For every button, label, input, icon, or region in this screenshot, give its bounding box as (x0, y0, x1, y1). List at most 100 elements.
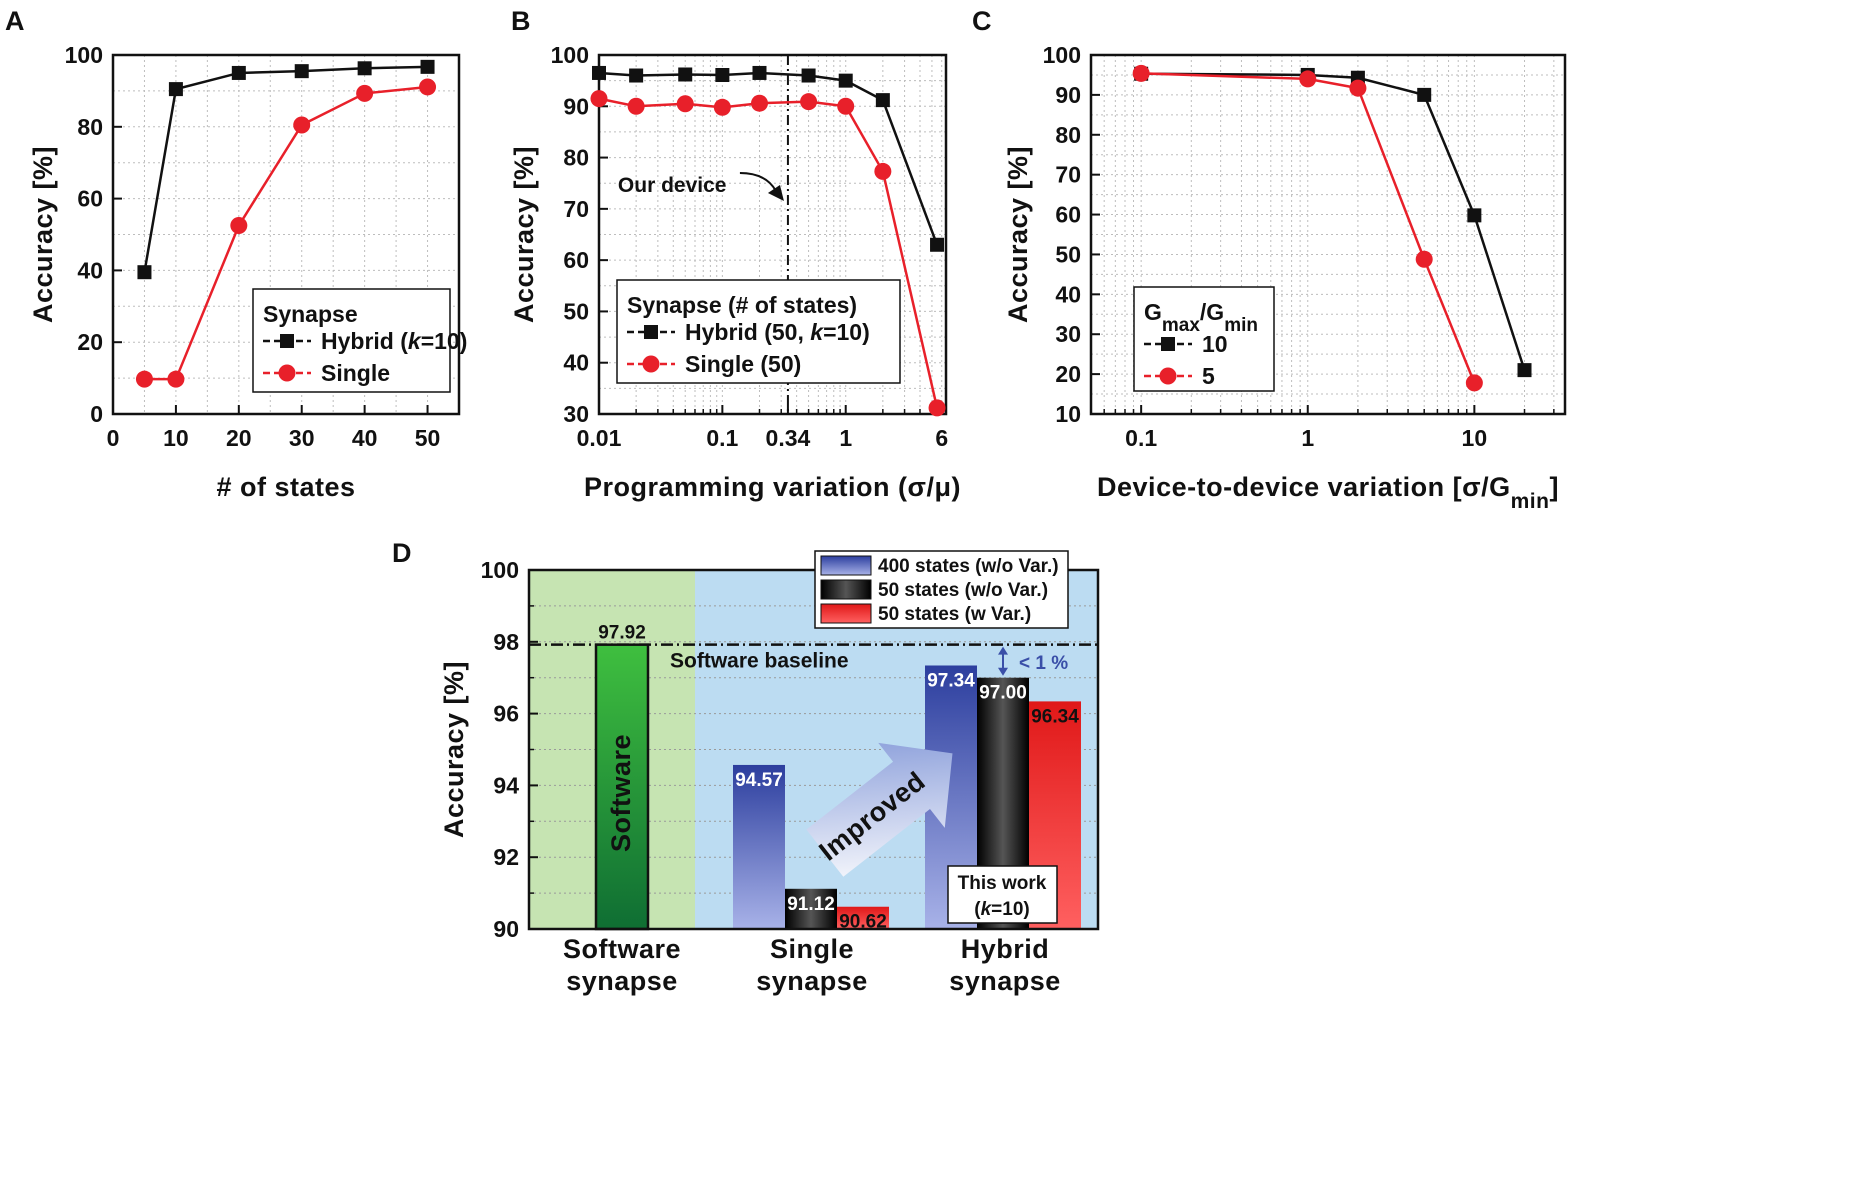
legend-label-0: 10 (1202, 331, 1228, 357)
y-tick-label: 10 (1055, 401, 1081, 427)
x-tick-label: 0.1 (706, 425, 738, 451)
bar-2-1 (837, 906, 889, 929)
x-tick-label: 0.34 (766, 425, 811, 451)
y-tick-label: 70 (563, 196, 589, 222)
legend-label-0: Hybrid (50, k=10) (685, 319, 870, 345)
bar-label-0-1: 94.57 (735, 770, 783, 791)
y-tick-label: 96 (493, 701, 519, 727)
data-point (838, 73, 853, 88)
data-point (356, 84, 374, 102)
y-tick-label: 90 (563, 93, 589, 119)
software-bar (594, 643, 650, 931)
data-point (1517, 363, 1532, 378)
legend-marker-0 (1161, 337, 1175, 351)
data-point (135, 370, 153, 388)
legend-marker-1 (278, 364, 296, 382)
legend-label-2: 50 states (w Var.) (878, 604, 1031, 625)
y-tick-label: 30 (1055, 321, 1081, 347)
data-point (294, 64, 309, 79)
data-point (1415, 250, 1433, 268)
data-point (676, 95, 694, 113)
y-tick-label: 80 (1055, 122, 1081, 148)
x-tick-label: 10 (1462, 425, 1488, 451)
software-bar-label: 97.92 (598, 623, 646, 644)
category-label-line2: synapse (949, 966, 1061, 996)
bar-label-2-2: 96.34 (1031, 706, 1079, 727)
data-point (713, 98, 731, 116)
legend-title: Synapse (263, 301, 358, 327)
gap-arrow-head-up (998, 646, 1008, 655)
data-point (590, 90, 608, 108)
data-point (1299, 70, 1317, 88)
x-tick-label: 30 (289, 425, 315, 451)
data-point (357, 61, 372, 76)
legend-marker-0 (280, 334, 294, 348)
bar-label-0-2: 97.34 (927, 670, 975, 691)
improved-arrow-shape (806, 742, 953, 877)
category-label-line1: Hybrid (961, 934, 1050, 964)
bar-0-1 (733, 764, 785, 929)
y-tick-label: 90 (493, 916, 519, 942)
data-point (875, 93, 890, 108)
legend-swatch-2 (820, 603, 872, 624)
legend-title: Gmax/Gmin (1144, 299, 1258, 336)
panel-label: D (392, 538, 412, 568)
y-tick-label: 60 (1055, 202, 1081, 228)
category-label-line1: Software (563, 934, 681, 964)
data-point (293, 116, 311, 134)
legend-marker-1 (642, 355, 660, 373)
x-tick-label: 1 (1301, 425, 1314, 451)
x-tick-label: 50 (415, 425, 441, 451)
x-tick-label: 6 (935, 425, 948, 451)
y-tick-label: 40 (1055, 281, 1081, 307)
data-point (230, 217, 248, 235)
x-tick-label: 10 (163, 425, 189, 451)
y-tick-label: 60 (77, 186, 103, 212)
y-axis-label: Accuracy [%] (509, 146, 539, 323)
plot-frame (1089, 53, 1567, 416)
data-point (1132, 64, 1150, 82)
data-point (801, 68, 816, 83)
legend-label-1: 50 states (w/o Var.) (878, 580, 1048, 601)
y-tick-label: 60 (563, 247, 589, 273)
data-point (137, 265, 152, 280)
y-tick-label: 98 (493, 629, 519, 655)
data-point (752, 65, 767, 80)
data-point (715, 68, 730, 83)
data-point (1467, 208, 1482, 223)
data-point (592, 65, 606, 80)
y-tick-label: 100 (1043, 42, 1081, 68)
data-point (1417, 87, 1432, 102)
data-point (1349, 79, 1367, 97)
panel-b-chart: 0.01 0.1 0.34 1 6 30 40 50 60 70 80 90 100 Our device… (509, 6, 961, 502)
y-tick-label: 94 (493, 772, 519, 798)
plot-frame (597, 53, 948, 416)
y-tick-label: 80 (77, 114, 103, 140)
x-tick-label: 0.1 (1125, 425, 1157, 451)
y-tick-label: 100 (65, 42, 103, 68)
our-device-arrowhead (767, 185, 784, 201)
data-point (678, 67, 693, 82)
legend-swatch-1 (820, 579, 872, 600)
legend: Synapse (# of states)Hybrid (50, k=10) Si… (616, 279, 901, 384)
legend-label-1: Single (321, 360, 390, 386)
data-point (1465, 374, 1483, 392)
legend-label-0: Hybrid (k=10) (321, 328, 467, 354)
data-point (420, 59, 435, 74)
software-bar-text: Software (606, 734, 636, 852)
y-tick-label: 100 (551, 42, 589, 68)
data-point (419, 78, 437, 96)
data-point (750, 94, 768, 112)
y-tick-label: 90 (1055, 82, 1081, 108)
y-tick-label: 0 (90, 401, 103, 427)
category-label-line2: synapse (566, 966, 678, 996)
y-tick-label: 100 (481, 557, 519, 583)
our-device-label: Our device (618, 174, 727, 197)
legend-label-1: 5 (1202, 363, 1215, 389)
this-work-box (947, 865, 1058, 924)
x-axis-label: Programming variation (σ/μ) (584, 472, 961, 502)
data-point (629, 68, 644, 83)
legend-swatch-0 (820, 555, 872, 576)
